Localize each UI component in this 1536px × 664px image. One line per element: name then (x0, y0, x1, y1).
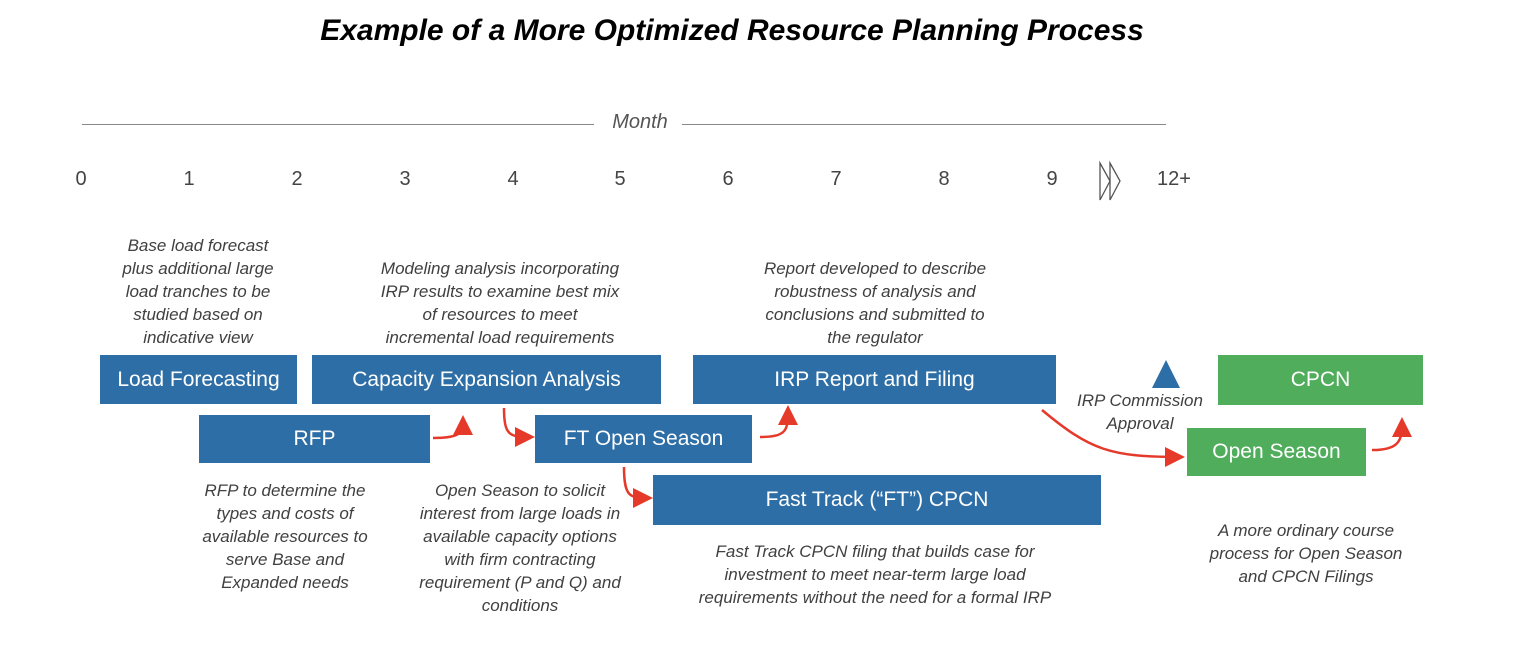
month-tick: 3 (399, 168, 411, 190)
note-fast-track-cpcn: Fast Track CPCN filing that builds case … (698, 542, 1052, 607)
box-cpcn: CPCN (1218, 355, 1423, 405)
arrow-open-season-to-cpcn (1371, 417, 1412, 452)
month-tick: 5 (614, 168, 626, 190)
arrow-ft-open-season-to-irp (759, 405, 798, 439)
month-tick: 4 (507, 168, 519, 190)
arrow-capacity-to-ft-open-season (502, 407, 535, 447)
box-irp-report-and-filing: IRP Report and Filing (693, 355, 1056, 404)
box-open-season: Open Season (1187, 428, 1366, 476)
note-load-forecasting: Base load forecast plus additional large… (122, 236, 274, 347)
arrow-rfp-to-capacity (432, 415, 473, 440)
month-tick: 7 (830, 168, 842, 190)
box-capacity-expansion-analysis: Capacity Expansion Analysis (312, 355, 661, 404)
month-tick: 1 (183, 168, 195, 190)
month-tick: 2 (291, 168, 303, 190)
note-irp-report: Report developed to describe robustness … (763, 259, 987, 347)
month-tick: 12+ (1157, 168, 1191, 190)
note-capacity-expansion: Modeling analysis incorporating IRP resu… (380, 259, 620, 347)
month-tick: 0 (75, 168, 87, 190)
note-rfp: RFP to determine the types and costs of … (202, 481, 368, 592)
month-tick: 6 (722, 168, 734, 190)
month-axis-line-right (682, 124, 1166, 125)
month-axis-label: Month (612, 111, 668, 133)
note-irp-commission-approval: IRP Commission Approval (1077, 391, 1203, 433)
month-tick: 9 (1046, 168, 1058, 190)
box-rfp: RFP (199, 415, 430, 463)
milestone-triangle-icon (1152, 360, 1180, 388)
month-tick: 8 (938, 168, 950, 190)
diagram-title: Example of a More Optimized Resource Pla… (320, 14, 1144, 47)
box-load-forecasting: Load Forecasting (100, 355, 297, 404)
box-fast-track-cpcn: Fast Track (“FT”) CPCN (653, 475, 1101, 525)
note-ft-open-season: Open Season to solicit interest from lar… (419, 481, 621, 615)
box-ft-open-season: FT Open Season (535, 415, 752, 463)
double-chevron-right-icon (1099, 160, 1121, 201)
note-ordinary-course: A more ordinary course process for Open … (1209, 521, 1403, 586)
arrow-irp-to-open-season (1041, 409, 1185, 467)
month-axis-line-left (82, 124, 594, 125)
arrow-ft-open-season-to-fast-track (622, 466, 653, 508)
